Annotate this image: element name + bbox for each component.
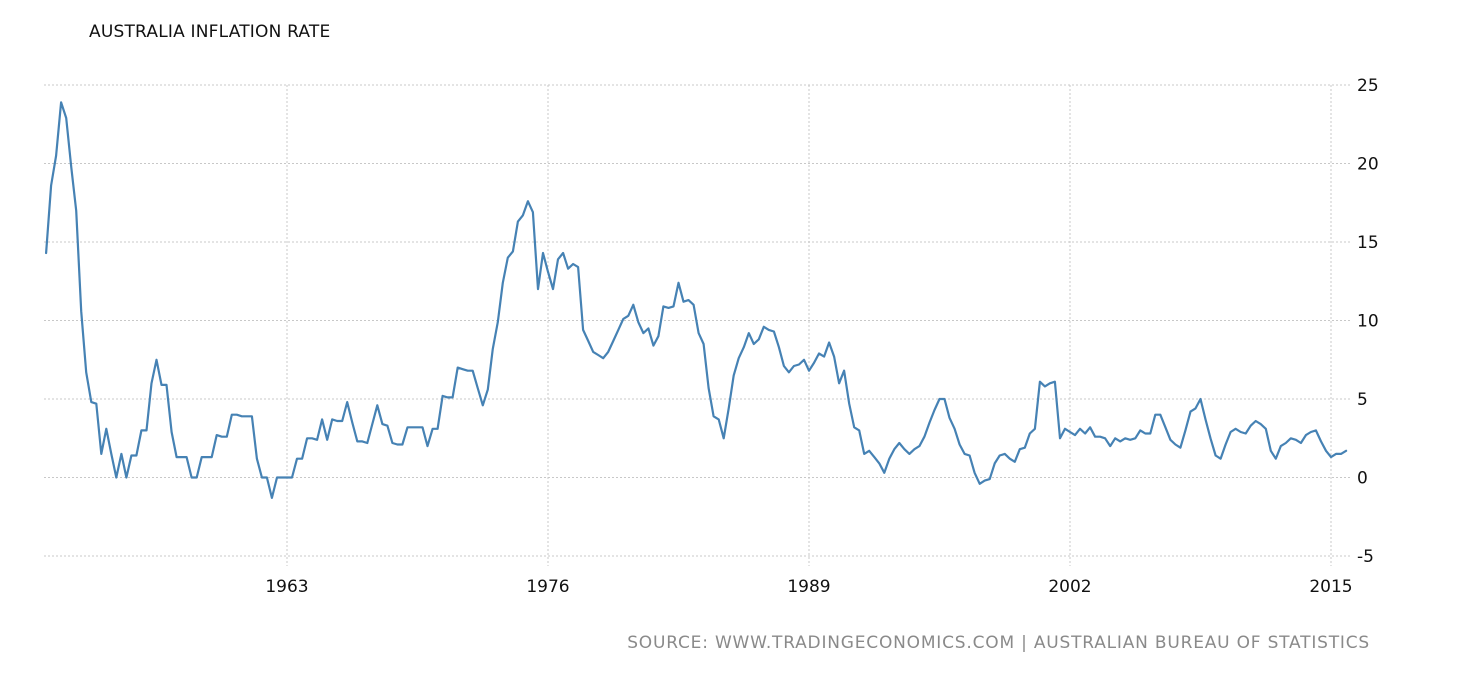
gridlines [44, 84, 1352, 566]
y-tick-label: 10 [1357, 312, 1379, 332]
x-tick-label: 2002 [1048, 577, 1091, 597]
x-tick-label: 2015 [1309, 577, 1352, 597]
x-tick-label: 1976 [526, 577, 569, 597]
y-tick-label: 5 [1357, 390, 1368, 410]
x-axis-ticks: 1963 1976 1989 2002 2015 [265, 577, 1352, 597]
y-tick-label: 25 [1357, 76, 1379, 96]
y-tick-label: 15 [1357, 233, 1379, 253]
x-tick-label: 1989 [787, 577, 830, 597]
x-tick-label: 1963 [265, 577, 308, 597]
y-axis-ticks: 25 20 15 10 5 0 -5 [1357, 76, 1379, 567]
chart-title: AUSTRALIA INFLATION RATE [89, 22, 331, 42]
y-tick-label: 0 [1357, 469, 1368, 489]
y-tick-label: -5 [1357, 547, 1374, 567]
y-tick-label: 20 [1357, 155, 1379, 175]
source-attribution: SOURCE: WWW.TRADINGECONOMICS.COM | AUSTR… [627, 633, 1370, 653]
inflation-rate-line [44, 101, 1348, 499]
